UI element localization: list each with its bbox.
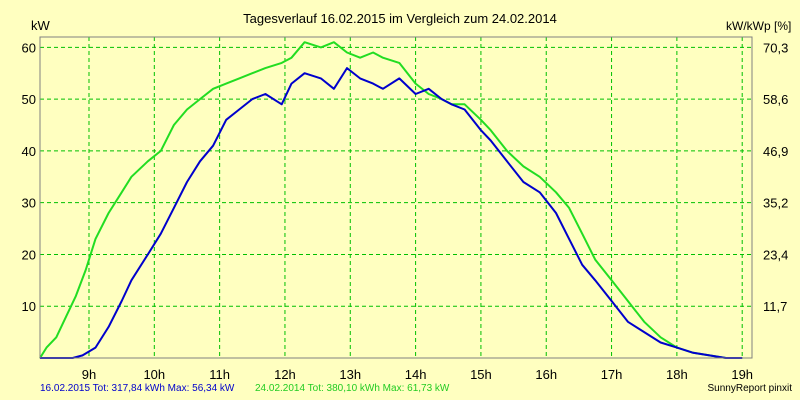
plot-frame [39,36,753,359]
chart-title: Tagesverlauf 16.02.2015 im Vergleich zum… [243,11,557,26]
y-axis-left-label: kW [31,18,51,33]
x-tick: 15h [470,367,492,382]
y-tick-left: 30 [22,196,36,211]
series-group [39,41,743,359]
y-tick-left: 10 [22,299,36,314]
y-tick-right: 23,4 [763,247,788,262]
chart-footer: 16.02.2015 Tot: 317,84 kWh Max: 56,34 kW… [0,383,800,399]
series-line-16-02-2015 [40,67,743,359]
y-tick-left: 40 [22,144,36,159]
x-tick: 17h [601,367,623,382]
y-tick-left: 50 [22,92,36,107]
y-tick-right: 35,2 [763,196,788,211]
x-tick: 10h [143,367,165,382]
series-line-24-02-2014 [39,41,743,359]
x-tick: 18h [666,367,688,382]
x-tick: 11h [209,367,230,382]
grid-lines [40,37,752,358]
y-tick-left: 20 [22,247,36,262]
footer-series-2014: 24.02.2014 Tot: 380,10 kWh Max: 61,73 kW [255,383,450,394]
footer-series-2015: 16.02.2015 Tot: 317,84 kWh Max: 56,34 kW [40,383,235,394]
y-tick-right: 70,3 [763,40,788,55]
x-tick: 14h [405,367,427,382]
x-tick: 13h [339,367,361,382]
y-tick-left: 60 [22,40,36,55]
x-tick: 19h [731,367,753,382]
y-tick-right: 58,6 [763,92,788,107]
x-tick: 16h [535,367,557,382]
footer-credit: SunnyReport pinxit [707,383,793,394]
y-axis-right-label: kW/kWp [%] [726,19,791,33]
x-tick: 12h [274,367,296,382]
y-tick-right: 11,7 [763,299,787,314]
axis-ticks: 10 11,7 20 23,4 30 35,2 40 46,9 50 58,6 60 70,3 9h 10… [22,40,789,382]
x-tick: 9h [82,367,96,382]
y-tick-right: 46,9 [763,144,788,159]
